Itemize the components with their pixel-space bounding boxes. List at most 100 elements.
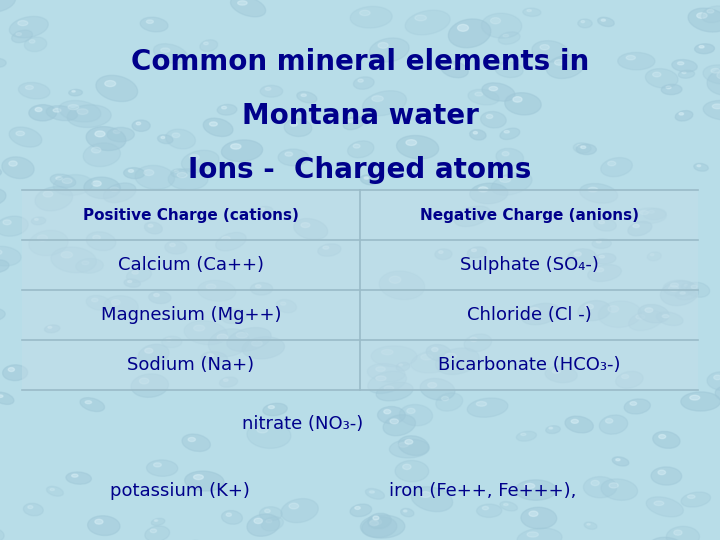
Ellipse shape <box>138 345 169 365</box>
Ellipse shape <box>658 470 665 475</box>
Ellipse shape <box>532 40 569 62</box>
Ellipse shape <box>670 283 678 287</box>
Ellipse shape <box>220 377 238 387</box>
Ellipse shape <box>289 503 299 509</box>
Ellipse shape <box>411 487 453 512</box>
Ellipse shape <box>546 55 584 78</box>
Ellipse shape <box>503 503 508 505</box>
Ellipse shape <box>624 399 650 414</box>
Ellipse shape <box>457 24 469 31</box>
Ellipse shape <box>150 529 156 532</box>
Ellipse shape <box>688 495 695 498</box>
Ellipse shape <box>584 522 597 529</box>
Ellipse shape <box>181 150 219 172</box>
Ellipse shape <box>502 152 509 156</box>
Ellipse shape <box>378 43 388 48</box>
Ellipse shape <box>462 211 472 215</box>
Ellipse shape <box>146 20 153 23</box>
Ellipse shape <box>690 395 700 400</box>
Ellipse shape <box>681 492 711 507</box>
Ellipse shape <box>222 140 263 161</box>
Ellipse shape <box>478 187 488 192</box>
Ellipse shape <box>516 480 557 500</box>
Ellipse shape <box>227 328 271 352</box>
Ellipse shape <box>162 336 182 348</box>
Ellipse shape <box>578 301 611 321</box>
Ellipse shape <box>9 127 42 147</box>
Ellipse shape <box>301 94 306 97</box>
Ellipse shape <box>77 109 88 114</box>
Text: Chloride (Cl -): Chloride (Cl -) <box>467 306 592 324</box>
Ellipse shape <box>281 302 286 305</box>
Ellipse shape <box>297 92 317 103</box>
Ellipse shape <box>481 111 506 128</box>
Ellipse shape <box>131 374 168 397</box>
Text: Sulphate (SO₄-): Sulphate (SO₄-) <box>460 256 598 274</box>
Ellipse shape <box>712 104 720 109</box>
Ellipse shape <box>361 515 405 538</box>
Ellipse shape <box>166 129 195 149</box>
Ellipse shape <box>35 187 73 211</box>
Ellipse shape <box>366 489 384 499</box>
Ellipse shape <box>644 208 666 220</box>
Ellipse shape <box>599 255 605 258</box>
Ellipse shape <box>527 532 539 537</box>
Ellipse shape <box>491 173 532 195</box>
Ellipse shape <box>370 519 382 525</box>
Ellipse shape <box>640 211 648 214</box>
Ellipse shape <box>177 172 187 178</box>
Ellipse shape <box>717 72 720 79</box>
Ellipse shape <box>265 509 270 512</box>
Ellipse shape <box>0 216 28 236</box>
Ellipse shape <box>501 65 508 69</box>
Ellipse shape <box>447 64 454 69</box>
Ellipse shape <box>47 487 63 496</box>
Ellipse shape <box>2 157 34 179</box>
Ellipse shape <box>420 379 455 400</box>
Ellipse shape <box>107 127 135 142</box>
Ellipse shape <box>290 122 297 126</box>
Ellipse shape <box>629 310 663 330</box>
Text: iron (Fe++, Fe+++),: iron (Fe++, Fe+++), <box>389 482 576 501</box>
Ellipse shape <box>223 379 228 381</box>
Ellipse shape <box>348 119 353 122</box>
Ellipse shape <box>524 483 535 489</box>
Ellipse shape <box>198 280 235 301</box>
Ellipse shape <box>652 72 661 77</box>
Ellipse shape <box>9 16 48 38</box>
Ellipse shape <box>124 279 140 287</box>
Ellipse shape <box>601 19 606 21</box>
Ellipse shape <box>140 17 168 32</box>
Ellipse shape <box>595 268 603 272</box>
Ellipse shape <box>707 66 720 95</box>
Ellipse shape <box>263 403 287 416</box>
Ellipse shape <box>703 65 720 84</box>
Ellipse shape <box>124 167 145 179</box>
Ellipse shape <box>91 147 101 153</box>
Ellipse shape <box>364 177 369 179</box>
Ellipse shape <box>666 526 700 540</box>
Ellipse shape <box>384 386 394 390</box>
Ellipse shape <box>104 296 138 318</box>
Ellipse shape <box>436 348 480 375</box>
Ellipse shape <box>260 85 283 97</box>
Ellipse shape <box>8 368 14 372</box>
Ellipse shape <box>0 260 9 273</box>
Ellipse shape <box>599 221 605 224</box>
Ellipse shape <box>377 407 405 424</box>
Ellipse shape <box>600 158 632 177</box>
Ellipse shape <box>588 187 598 192</box>
Ellipse shape <box>96 76 138 102</box>
Ellipse shape <box>580 184 618 203</box>
Ellipse shape <box>369 491 374 493</box>
Ellipse shape <box>128 170 134 172</box>
Ellipse shape <box>200 40 217 51</box>
Ellipse shape <box>608 161 616 166</box>
Ellipse shape <box>390 276 401 283</box>
Ellipse shape <box>18 21 28 25</box>
Ellipse shape <box>552 369 560 373</box>
Ellipse shape <box>166 338 171 341</box>
Ellipse shape <box>276 300 297 313</box>
Ellipse shape <box>581 146 586 148</box>
Ellipse shape <box>76 259 104 273</box>
